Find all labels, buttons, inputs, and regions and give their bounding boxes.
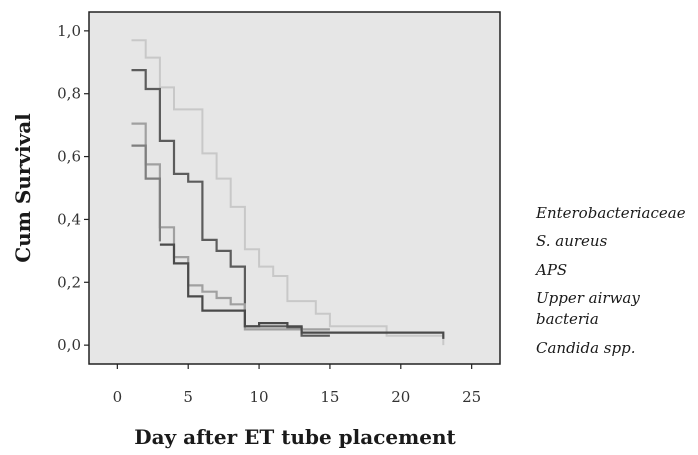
series-line-5 [159, 243, 445, 339]
y-tick-label: 0,2 [57, 273, 81, 291]
x-tick-label: 20 [391, 388, 410, 406]
series-line-1 [131, 39, 445, 346]
x-tick-label: 10 [250, 388, 269, 406]
legend-item-label: S. aureus [536, 232, 608, 250]
y-tick-label: 0,0 [57, 336, 81, 354]
legend-item-label: Candida spp. [536, 339, 635, 357]
y-tick-label: 0,6 [57, 148, 81, 166]
legend-item-label: Enterobacteriaceae [535, 204, 686, 222]
x-tick-label: 5 [183, 388, 193, 406]
legend-item-label: bacteria [536, 310, 599, 328]
legend: Enterobacteriaceae S. aureus APS Upper airw… [534, 204, 686, 357]
y-axis-title: Cum Survival [11, 113, 35, 263]
y-tick-label: 0,8 [57, 85, 81, 103]
series-line-4 [131, 144, 161, 242]
x-tick-label: 25 [462, 388, 481, 406]
x-axis-title: Day after ET tube placement [134, 425, 456, 449]
y-tick-label: 0,4 [57, 210, 81, 228]
x-tick-label: 0 [113, 388, 123, 406]
tick-layer: 0,0 0,2 0,4 0,6 0,8 1,0 0 5 10 15 20 25 [57, 22, 481, 406]
series-layer [131, 39, 445, 346]
legend-item-label: Upper airway [536, 289, 640, 307]
plot-background [88, 11, 501, 365]
y-tick-label: 1,0 [57, 22, 81, 40]
legend-item-label: APS [534, 261, 567, 279]
x-tick-label: 15 [320, 388, 339, 406]
series-line-3 [131, 122, 330, 331]
